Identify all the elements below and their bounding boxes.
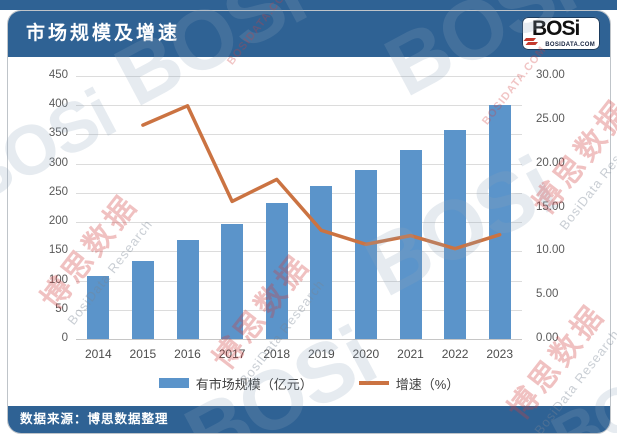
source-note-bar: 数据来源：博思数据整理 (8, 406, 610, 433)
market-size-bar (87, 275, 110, 339)
gridline (76, 76, 522, 77)
x-axis-tick-label: 2020 (352, 347, 380, 361)
x-axis-tick-label: 2014 (84, 347, 112, 361)
y-axis-left-tick-label: 450 (48, 69, 68, 81)
chart-card: 市场规模及增速 BOSi BOSIDATA.COM 有市场规模（亿元） 增速（%… (7, 10, 611, 434)
x-axis-tick-label: 2019 (307, 347, 335, 361)
bosi-logo-subtext: BOSIDATA.COM (545, 42, 595, 48)
legend-item-line: 增速（%） (358, 374, 460, 393)
card-header: 市场规模及增速 BOSi BOSIDATA.COM (8, 11, 610, 57)
gridline (76, 309, 522, 311)
y-axis-right-tick-label: 15.00 (536, 200, 565, 213)
y-axis-right-tick-label: 30.00 (536, 69, 565, 81)
y-axis-right-tick-label: 10.00 (536, 244, 565, 257)
page-title: 市场规模及增速 (26, 23, 181, 44)
market-size-bar (310, 185, 333, 339)
y-axis-left-tick-label: 50 (55, 302, 68, 315)
market-size-bar (488, 104, 511, 339)
market-size-bar (221, 223, 244, 339)
legend-bar-label: 有市场规模（亿元） (195, 376, 313, 392)
chart-plot-area: 有市场规模（亿元） 增速（%） 0 50 100 150 200 250 300 350 400… (8, 57, 610, 406)
chart-legend: 有市场规模（亿元） 增速（%） (8, 373, 610, 393)
market-size-bar (354, 169, 377, 339)
x-axis-tick-label: 2022 (441, 347, 469, 361)
top-accent-bar (0, 0, 617, 10)
y-axis-left-tick-label: 150 (48, 244, 68, 257)
y-axis-left-tick-label: 300 (48, 156, 68, 169)
y-axis-right-tick-label: 0.00 (536, 332, 559, 344)
legend-line-label: 增速（%） (395, 376, 460, 392)
gridline (76, 251, 522, 253)
y-axis-left-tick-label: 250 (48, 185, 68, 198)
market-size-bar (176, 239, 199, 339)
y-axis-left-tick-label: 100 (48, 273, 68, 286)
source-note: 数据来源：博思数据整理 (20, 412, 169, 426)
market-size-bar (399, 149, 422, 339)
gridline (76, 339, 522, 340)
y-axis-right-tick-label: 25.00 (536, 112, 565, 125)
x-axis-tick-label: 2015 (129, 347, 157, 361)
market-size-bar (444, 130, 467, 339)
x-axis-tick-label: 2018 (263, 347, 291, 361)
bosi-logo-text: BOSi (532, 17, 580, 40)
x-axis-tick-label: 2017 (218, 347, 246, 361)
legend-item-bar: 有市场规模（亿元） (158, 374, 313, 393)
bosi-logo: BOSi BOSIDATA.COM (522, 17, 600, 50)
y-axis-left-tick-label: 0 (61, 332, 68, 344)
legend-bar-swatch (158, 378, 189, 388)
market-size-bar (131, 260, 154, 339)
y-axis-left-tick-label: 200 (48, 215, 68, 228)
y-axis-right-tick-label: 20.00 (536, 156, 565, 169)
gridline (76, 280, 522, 282)
y-axis-left-tick-label: 350 (48, 127, 68, 140)
logo-stripes-icon (523, 38, 539, 46)
y-axis-left-tick-label: 400 (48, 98, 68, 111)
x-axis-tick-label: 2023 (486, 347, 514, 361)
gridline (76, 105, 522, 107)
x-axis-tick-label: 2021 (397, 347, 424, 361)
legend-line-swatch (358, 381, 389, 385)
x-axis-tick-label: 2016 (174, 347, 201, 361)
market-size-bar (265, 202, 288, 339)
y-axis-right-tick-label: 5.00 (536, 288, 559, 301)
